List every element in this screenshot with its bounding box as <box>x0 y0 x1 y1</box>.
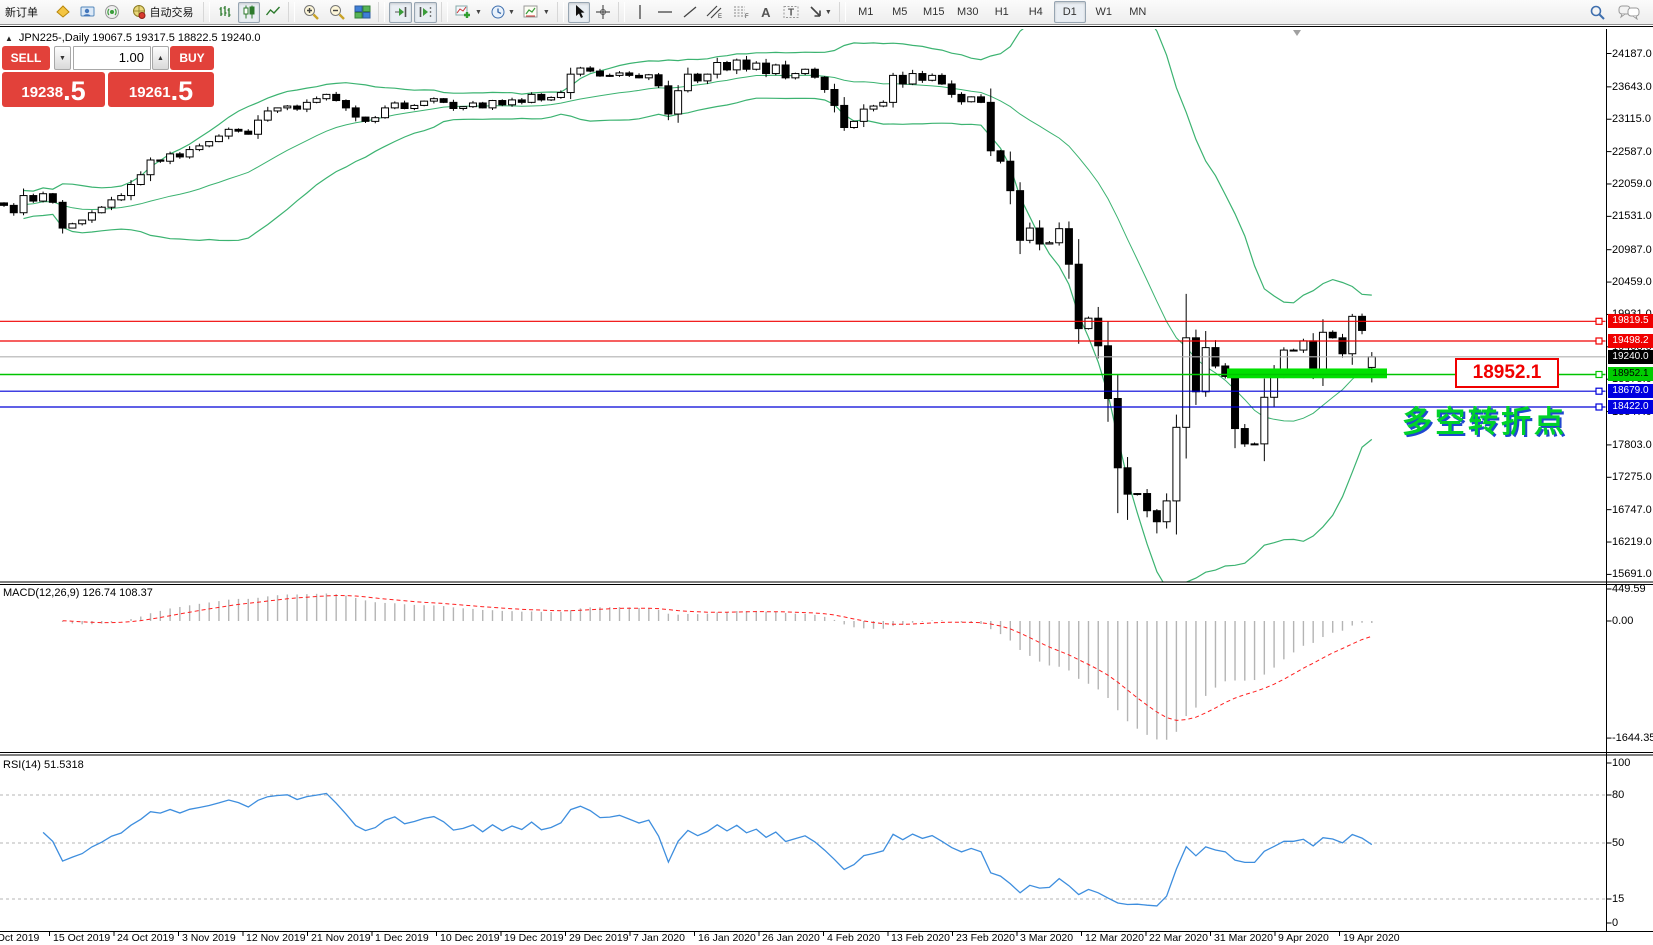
buy-button[interactable]: BUY <box>170 46 214 70</box>
tab-timeframe-w1[interactable]: W1 <box>1095 6 1113 18</box>
search-icon[interactable] <box>1586 2 1609 23</box>
toolbar: 新订单 自动交易 <box>0 0 1653 25</box>
vertical-line-icon[interactable] <box>629 2 651 23</box>
tab-timeframe-d1[interactable]: D1 <box>1053 1 1086 23</box>
dropdown-caret-icon: ▼ <box>542 8 550 16</box>
add-indicator-icon[interactable]: ▼ <box>452 2 485 23</box>
tab-timeframe-h4[interactable]: H4 <box>1028 6 1043 18</box>
one-click-trade-panel: SELL ▼ 1.00 ▲ BUY 19238.5 19261.5 <box>2 46 214 107</box>
signals-icon[interactable] <box>101 2 123 23</box>
tab-timeframe-h1[interactable]: H1 <box>994 6 1009 18</box>
horizontal-line-icon[interactable] <box>653 2 677 23</box>
svg-text:T: T <box>788 8 794 19</box>
market-icon[interactable] <box>52 2 74 23</box>
bar-chart-icon[interactable] <box>214 2 236 23</box>
tab-timeframe-m5[interactable]: M5 <box>892 6 908 18</box>
buy-price-int: 19261 <box>128 84 171 101</box>
spinner-up-icon: ▲ <box>157 54 164 62</box>
template-icon[interactable]: ▼ <box>520 2 553 23</box>
buy-price-panel[interactable]: 19261.5 <box>108 72 214 107</box>
text-icon[interactable]: A <box>761 4 771 20</box>
price-callout-18952[interactable]: 18952.1 <box>1455 358 1559 388</box>
tab-timeframe-m30[interactable]: M30 <box>957 6 979 18</box>
rsi-indicator-label: RSI(14) 51.5318 <box>3 759 84 771</box>
chart-header: ▲ JPN225-,Daily 19067.5 19317.5 18822.5 … <box>5 32 261 44</box>
sell-price-panel[interactable]: 19238.5 <box>2 72 105 107</box>
svg-text:E: E <box>718 14 722 20</box>
dropdown-caret-icon: ▼ <box>507 8 515 16</box>
volume-increase-button[interactable]: ▲ <box>152 46 169 70</box>
zoom-out-icon[interactable] <box>325 2 349 23</box>
tile-windows-icon[interactable] <box>351 2 374 23</box>
chart-shift-icon[interactable] <box>414 1 437 23</box>
volume-decrease-button[interactable]: ▼ <box>54 46 71 70</box>
period-icon[interactable]: ▼ <box>487 2 518 23</box>
community-icon[interactable] <box>76 2 99 23</box>
tab-timeframe-m1[interactable]: M1 <box>858 6 874 18</box>
sell-price-frac: .5 <box>63 76 86 106</box>
line-chart-icon[interactable] <box>262 2 284 23</box>
toolbar-separator <box>617 2 625 22</box>
toolbar-separator <box>838 2 846 22</box>
toolbar-separator <box>203 2 210 22</box>
toolbar-separator <box>441 2 448 22</box>
text-label-icon[interactable]: T <box>779 2 803 23</box>
cn-annotation-text[interactable]: 多空转折点 <box>1402 406 1567 439</box>
new-order-button[interactable]: 新订单 <box>0 2 50 23</box>
dropdown-caret-icon: ▼ <box>824 8 832 16</box>
sell-price-int: 19238 <box>21 84 64 101</box>
auto-scroll-icon[interactable] <box>389 1 412 23</box>
candlestick-chart-icon[interactable] <box>238 1 260 23</box>
trendline-icon[interactable] <box>679 2 701 23</box>
arrows-tool-icon[interactable]: ▼ <box>805 2 835 23</box>
macd-indicator-label: MACD(12,26,9) 126.74 108.37 <box>3 587 153 599</box>
buy-price-frac: .5 <box>170 76 194 106</box>
toolbar-separator <box>288 2 295 22</box>
tab-timeframe-mn[interactable]: MN <box>1129 6 1147 18</box>
symbol-ohlc-line: JPN225-,Daily 19067.5 19317.5 18822.5 19… <box>18 32 261 44</box>
zoom-in-icon[interactable] <box>299 2 323 23</box>
new-order-label: 新订单 <box>5 7 38 19</box>
cursor-icon[interactable] <box>567 1 590 23</box>
autotrade-button[interactable]: 自动交易 <box>125 2 199 23</box>
crosshair-icon[interactable] <box>592 2 614 23</box>
svg-text:F: F <box>745 14 749 20</box>
autotrade-label: 自动交易 <box>149 7 194 19</box>
fibonacci-icon[interactable]: F <box>729 2 753 23</box>
equidistant-channel-icon[interactable]: E <box>703 2 727 23</box>
toolbar-separator <box>378 2 385 22</box>
chart-window: 24187.0 23643.0 23115.0 22587.0 22059.0 21531… <box>0 26 1653 945</box>
collapse-panel-icon[interactable]: ▲ <box>5 33 13 43</box>
chat-icon[interactable] <box>1615 2 1643 23</box>
tab-timeframe-m15[interactable]: M15 <box>923 6 945 18</box>
sell-button[interactable]: SELL <box>2 46 50 70</box>
chart-plot-area[interactable] <box>0 27 1653 945</box>
toolbar-separator <box>556 2 564 22</box>
spinner-down-icon: ▼ <box>59 54 66 62</box>
dropdown-caret-icon: ▼ <box>475 8 482 16</box>
volume-input[interactable]: 1.00 <box>73 46 151 70</box>
